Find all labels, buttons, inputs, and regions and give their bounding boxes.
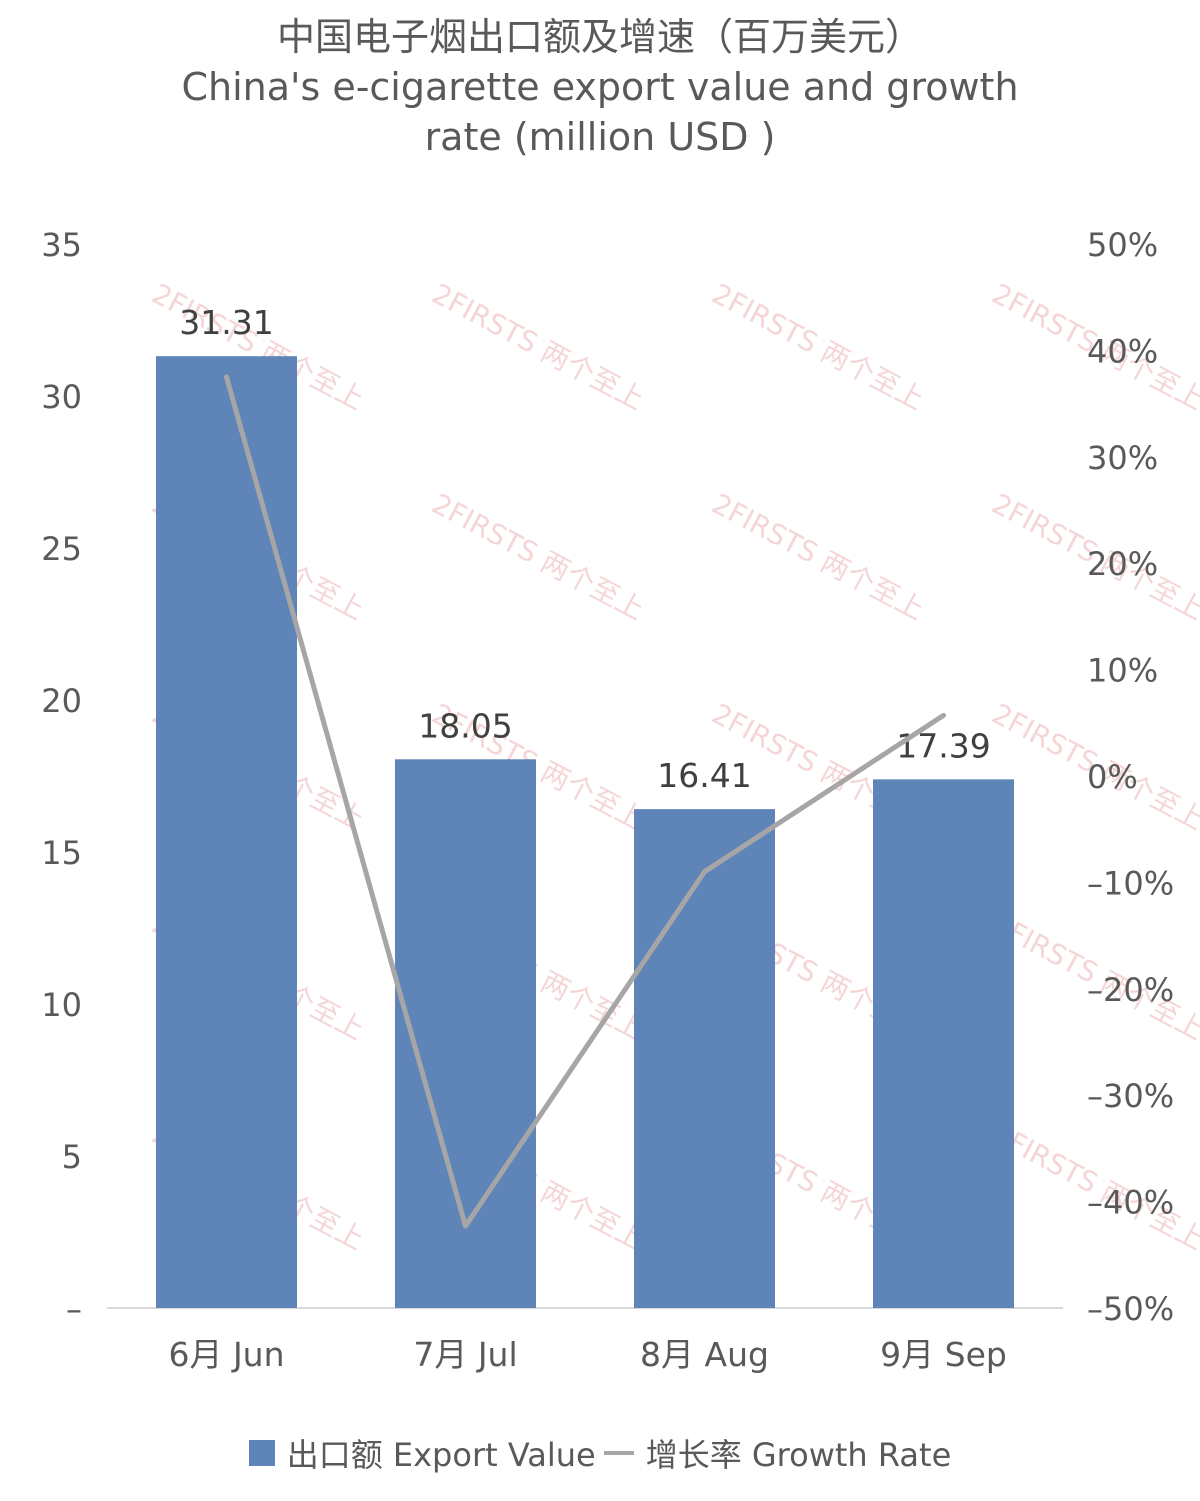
watermark-text: 2FIRSTS 两个至上 [707,487,930,627]
right-axis-tick-label: 10% [1087,652,1158,690]
left-axis-tick-label: 30 [41,378,82,416]
right-axis: –50% –40% –30% –20% –10% 0% 10% 20% 30% 40% 50% [1087,226,1174,1328]
growth-rate-point [225,376,228,378]
growth-rate-point [703,870,706,873]
category-label: 6月 Jun [168,1335,284,1374]
bar [156,356,297,1308]
bar [395,759,536,1308]
left-axis-tick-label: 10 [41,986,82,1024]
growth-rate-point [464,1225,467,1228]
legend-item-growth-rate[interactable]: 增长率 Growth Rate [596,1430,952,1476]
right-axis-tick-label: 20% [1087,545,1158,583]
legend-swatch-line-icon [603,1451,634,1455]
left-axis-tick-label: 35 [41,226,82,264]
growth-rate-point [942,714,945,717]
right-axis-tick-label: –20% [1087,971,1174,1009]
left-axis-tick-label: – [66,1290,82,1328]
bar-value-label: 16.41 [657,756,751,795]
left-axis-tick-label: 20 [41,682,82,720]
watermark-text: 2FIRSTS 两个至上 [427,487,650,627]
legend: 出口额 Export Value 增长率 Growth Rate [0,1430,1200,1476]
bar-value-label: 31.31 [179,303,273,342]
growth-rate-line [224,374,946,1229]
right-axis-tick-label: –30% [1087,1077,1174,1115]
category-label: 7月 Jul [413,1335,517,1374]
watermark-text: 2FIRSTS 两个至上 [707,277,930,417]
chart-title-line-2: China's e-cigarette export value and gro… [181,65,1019,109]
left-axis: – 5 10 15 20 25 30 35 [41,226,82,1328]
right-axis-tick-label: 40% [1087,332,1158,370]
legend-item-export-value[interactable]: 出口额 Export Value [248,1430,596,1476]
right-axis-tick-label: –10% [1087,864,1174,902]
right-axis-tick-label: –40% [1087,1184,1174,1222]
right-axis-tick-label: –50% [1087,1290,1174,1328]
bar-series [156,356,1014,1308]
chart-title-line-3: rate (million USD ) [424,115,776,159]
category-label: 9月 Sep [880,1335,1007,1374]
left-axis-tick-label: 5 [62,1138,82,1176]
legend-swatch-bar-icon [248,1440,275,1466]
legend-label-export-value: 出口额 Export Value [286,1436,596,1474]
left-axis-tick-label: 15 [41,834,82,872]
bar [873,779,1014,1308]
bar-value-label: 18.05 [418,706,512,745]
category-label: 8月 Aug [640,1335,769,1374]
chart-title-line-1: 中国电子烟出口额及增速（百万美元） [276,15,923,59]
bar-value-label: 17.39 [896,726,990,765]
category-labels: 6月 Jun 7月 Jul 8月 Aug 9月 Sep [168,1335,1006,1374]
line-series [224,374,946,1229]
right-axis-tick-label: 30% [1087,439,1158,477]
right-axis-tick-label: 50% [1087,226,1158,264]
watermark-text: 2FIRSTS 两个至上 [427,277,650,417]
right-axis-tick-label: 0% [1087,758,1138,796]
chart-title: 中国电子烟出口额及增速（百万美元） China's e-cigarette ex… [0,12,1200,162]
legend-label-growth-rate: 增长率 Growth Rate [645,1436,952,1474]
bar-data-labels: 31.31 18.05 16.41 17.39 [179,303,990,795]
left-axis-tick-label: 25 [41,530,82,568]
bar [634,809,775,1308]
